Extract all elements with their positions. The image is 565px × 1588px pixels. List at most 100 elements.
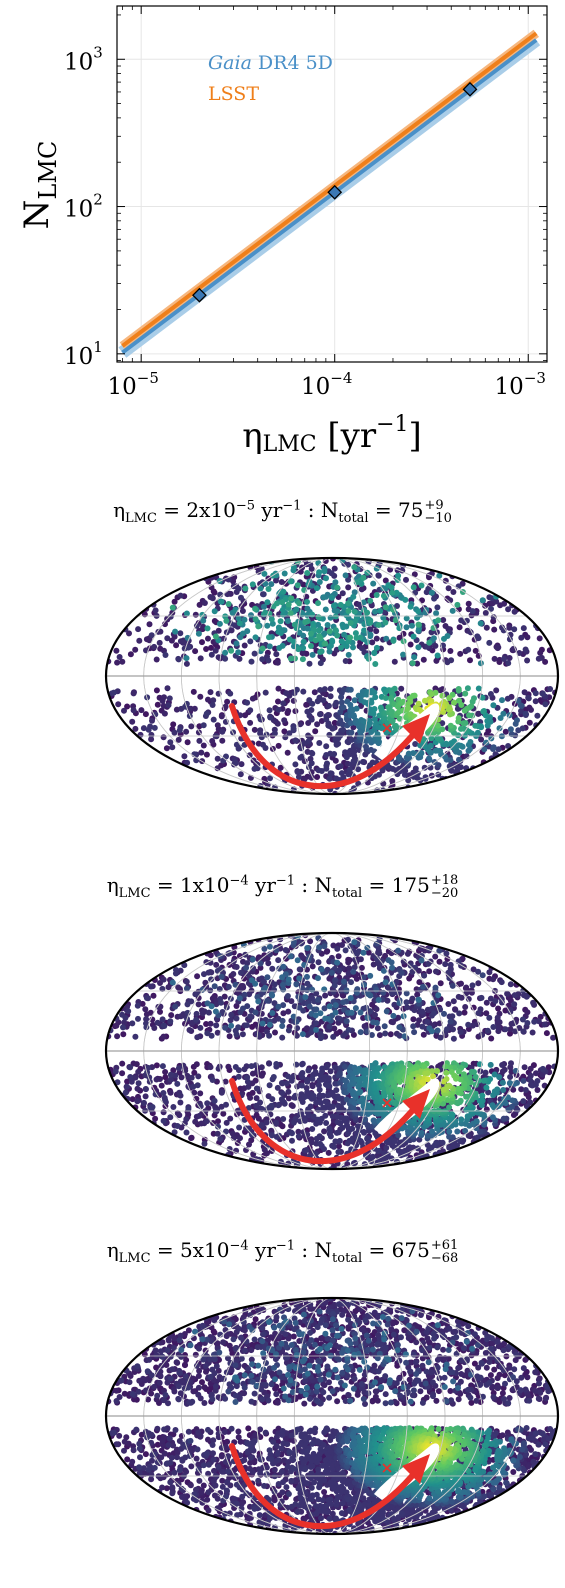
sky-point: [524, 634, 530, 640]
sky-points: [105, 923, 565, 1223]
sky-point: [433, 658, 439, 664]
sky-point: [363, 744, 369, 750]
sky-point: [208, 1064, 214, 1070]
sky-point: [320, 697, 326, 703]
sky-point: [310, 652, 316, 658]
sky-point: [411, 634, 417, 640]
sky-point: [480, 709, 486, 715]
sky-point: [275, 660, 281, 666]
sky-point: [279, 974, 285, 980]
sky-point: [409, 623, 415, 629]
sky-point: [429, 1028, 435, 1034]
sky-point: [212, 983, 218, 989]
sky-point: [368, 632, 374, 638]
sky-point: [184, 1130, 190, 1136]
sky-point: [457, 651, 463, 657]
sky-point: [495, 1015, 501, 1021]
sky-point: [285, 993, 291, 999]
sky-point: [334, 946, 340, 952]
sky-point: [331, 989, 337, 995]
sky-point: [157, 640, 163, 646]
xlabel-sub: LMC: [263, 432, 317, 457]
sky-point: [523, 1087, 529, 1093]
sky-point: [389, 584, 395, 590]
sky-point: [275, 699, 281, 705]
sky-point: [395, 798, 401, 804]
sky-point: [317, 1133, 323, 1139]
sky-point: [269, 1096, 275, 1102]
eta-sub: LMC: [119, 886, 151, 901]
sky-point: [217, 621, 223, 627]
sky-point: [269, 1103, 275, 1109]
sky-point: [266, 1061, 272, 1067]
sky-point: [228, 648, 234, 654]
sky-point: [238, 970, 244, 976]
sky-point: [431, 635, 437, 641]
sky-point: [479, 799, 485, 805]
sky-point: [405, 705, 411, 711]
sky-point: [408, 604, 414, 610]
sky-point: [334, 633, 340, 639]
sky-point: [176, 656, 182, 662]
sky-point: [321, 1174, 327, 1180]
sky-point: [346, 608, 352, 614]
sky-point: [240, 631, 246, 637]
sky-point: [421, 657, 427, 663]
sky-point: [212, 608, 218, 614]
sky-point: [524, 994, 530, 1000]
sky-point: [234, 1016, 240, 1022]
sky-point: [376, 1065, 382, 1071]
sky-point: [326, 1150, 332, 1156]
sky-point: [272, 981, 278, 987]
sky-point: [402, 597, 408, 603]
sky-point: [429, 590, 435, 596]
sky-point: [219, 1090, 225, 1096]
sky-point: [248, 612, 254, 618]
sky-point: [187, 1027, 193, 1033]
unit: yr: [255, 498, 282, 522]
sky-point: [508, 1060, 514, 1066]
sky-point: [326, 703, 332, 709]
sky-point: [306, 738, 312, 744]
sky-point: [351, 939, 357, 945]
sky-point: [280, 1018, 286, 1024]
sky-point: [224, 1120, 230, 1126]
sky-point: [167, 739, 173, 745]
sky-point: [213, 962, 219, 968]
sky-point: [470, 982, 476, 988]
sky-point: [195, 1073, 201, 1079]
sky-point: [269, 616, 275, 622]
sky-point: [343, 1198, 349, 1204]
sky-point: [296, 774, 302, 780]
sky-point: [176, 737, 182, 743]
sky-point: [316, 944, 322, 950]
sky-point: [456, 1010, 462, 1016]
sky-point: [435, 992, 441, 998]
sky-point: [443, 951, 449, 957]
sky-point: [322, 641, 328, 647]
y-axis-label: NLMC: [17, 141, 62, 230]
unit: yr: [249, 873, 276, 897]
sky-point: [392, 923, 398, 929]
sky-point: [204, 752, 210, 758]
sky-point: [127, 1074, 133, 1080]
sky-point: [442, 937, 448, 943]
sky-point: [438, 1035, 444, 1041]
sky-point: [207, 987, 213, 993]
sky-point: [489, 778, 495, 784]
sky-point: [505, 660, 511, 666]
sky-point: [522, 689, 528, 695]
sky-point: [317, 1092, 323, 1098]
sky-point: [530, 1118, 536, 1124]
sky-point: [129, 719, 135, 725]
sky-point: [334, 585, 340, 591]
sky-point: [483, 610, 489, 616]
sky-point: [269, 1010, 275, 1016]
sky-point: [211, 717, 217, 723]
sky-point: [341, 705, 347, 711]
sky-point: [194, 1061, 200, 1067]
sky-point: [222, 650, 228, 656]
sky-point: [480, 770, 486, 776]
sky-point: [416, 979, 422, 985]
sky-point: [343, 947, 349, 953]
